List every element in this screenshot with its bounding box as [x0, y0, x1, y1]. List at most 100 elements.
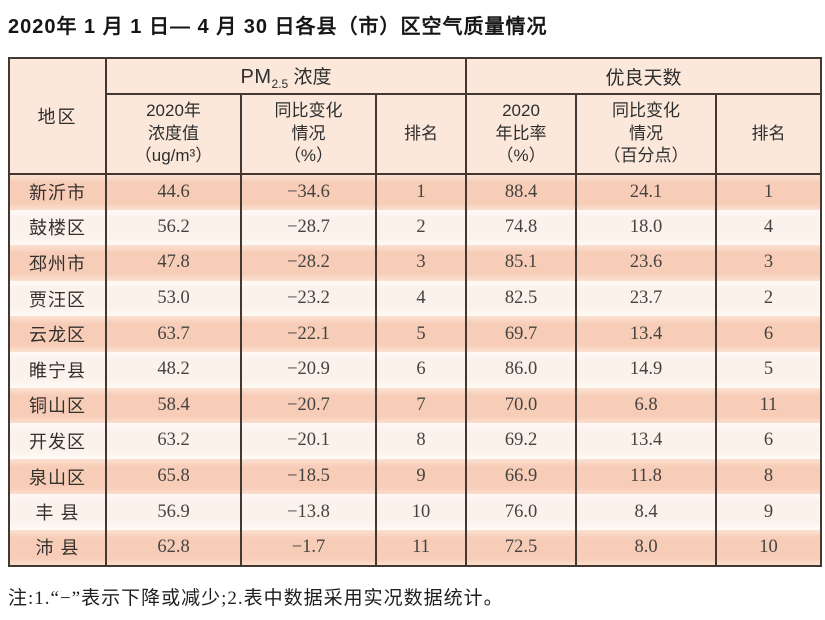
cell-pm-rank: 7 [374, 387, 468, 424]
table-row: 邳州市 47.8 −28.2 3 85.1 23.6 3 [8, 245, 823, 281]
header-line: 2020年 [146, 101, 201, 121]
cell-days-ratio: 76.0 [465, 494, 578, 530]
cell-pm-rank: 6 [374, 351, 468, 388]
cell-days-ratio: 86.0 [465, 351, 578, 388]
cell-pm-value: 63.7 [105, 316, 242, 352]
table-row: 铜山区 58.4 −20.7 7 70.0 6.8 11 [8, 387, 823, 424]
header-line: 同比变化 [612, 101, 681, 121]
table-body: 新沂市 44.6 −34.6 1 88.4 24.1 1 鼓楼区 56.2 −2… [8, 174, 823, 566]
header-line: 排名 [751, 123, 786, 143]
header-line: 排名 [404, 123, 438, 143]
cell-days-rank: 8 [715, 458, 823, 495]
table-header: 地区 PM2.5 浓度 优良天数 2020年 浓度值 （ug/m³） 同比变化 … [8, 58, 823, 175]
air-quality-table: 地区 PM2.5 浓度 优良天数 2020年 浓度值 （ug/m³） 同比变化 … [8, 57, 823, 567]
header-sub-row: 2020年 浓度值 （ug/m³） 同比变化 情况 （%） 排名 2020 年比… [9, 94, 823, 175]
cell-days-rank: 10 [715, 529, 823, 566]
cell-pm-change: −1.7 [240, 529, 377, 566]
header-pm-group: PM2.5 浓度 [104, 58, 468, 95]
cell-pm-change: −23.2 [240, 280, 377, 317]
cell-pm-change: −13.8 [240, 494, 377, 530]
header-line: （%） [496, 146, 546, 166]
table-row: 丰 县 56.9 −13.8 10 76.0 8.4 9 [8, 494, 823, 530]
cell-pm-rank: 1 [374, 174, 468, 210]
cell-days-ratio: 66.9 [465, 458, 578, 495]
cell-pm-rank: 2 [374, 209, 468, 246]
cell-pm-value: 44.6 [105, 174, 242, 210]
cell-region: 鼓楼区 [8, 209, 107, 246]
header-line: 2020 [502, 101, 540, 121]
table-row: 贾汪区 53.0 −23.2 4 82.5 23.7 2 [8, 280, 823, 317]
header-good-days-group: 优良天数 [465, 58, 823, 95]
table-row: 开发区 63.2 −20.1 8 69.2 13.4 6 [8, 423, 823, 459]
cell-pm-value: 56.9 [105, 494, 242, 530]
cell-region: 睢宁县 [8, 351, 107, 388]
cell-pm-value: 63.2 [105, 423, 242, 459]
cell-pm-change: −28.2 [240, 245, 377, 281]
cell-days-ratio: 82.5 [465, 280, 578, 317]
cell-pm-change: −20.1 [240, 423, 377, 459]
cell-days-rank: 4 [715, 209, 823, 246]
header-days-rank: 排名 [715, 94, 823, 175]
pm-label: PM [240, 65, 272, 88]
header-line: 同比变化 [274, 101, 343, 121]
header-group-row: 地区 PM2.5 浓度 优良天数 [8, 58, 823, 175]
cell-pm-value: 47.8 [105, 245, 242, 281]
cell-days-change: 14.9 [575, 351, 718, 388]
header-line: 浓度值 [148, 123, 199, 143]
cell-days-rank: 5 [715, 351, 823, 388]
cell-days-ratio: 88.4 [465, 174, 578, 210]
header-days-ratio: 2020 年比率 （%） [465, 94, 578, 175]
cell-days-change: 24.1 [575, 174, 718, 210]
cell-days-change: 6.8 [575, 387, 718, 424]
cell-pm-change: −18.5 [240, 458, 377, 495]
cell-region: 开发区 [8, 423, 107, 459]
table-row: 沛 县 62.8 −1.7 11 72.5 8.0 10 [8, 529, 823, 566]
header-pm-rank: 排名 [374, 94, 468, 175]
pm-subscript: 2.5 [271, 76, 289, 91]
cell-pm-rank: 10 [374, 494, 468, 530]
cell-days-rank: 6 [715, 423, 823, 459]
table-row: 泉山区 65.8 −18.5 9 66.9 11.8 8 [8, 458, 823, 495]
cell-days-rank: 11 [715, 387, 823, 424]
cell-pm-rank: 5 [374, 316, 468, 352]
cell-pm-change: −28.7 [240, 209, 377, 246]
cell-pm-rank: 11 [374, 529, 468, 566]
cell-days-ratio: 74.8 [465, 209, 578, 246]
cell-region: 贾汪区 [8, 280, 107, 317]
pm-suffix: 浓度 [288, 66, 332, 88]
cell-days-rank: 2 [715, 280, 823, 317]
cell-days-ratio: 85.1 [465, 245, 578, 281]
cell-pm-change: −20.9 [240, 351, 377, 388]
header-line: （%） [283, 146, 334, 166]
cell-pm-value: 53.0 [105, 280, 242, 317]
footer-note: 注:1.“−”表示下降或减少;2.表中数据采用实况数据统计。 [8, 587, 504, 609]
cell-pm-value: 58.4 [105, 387, 242, 424]
cell-pm-rank: 3 [374, 245, 468, 281]
cell-days-rank: 3 [715, 245, 823, 281]
header-line: （ug/m³） [134, 146, 213, 166]
header-line: 年比率 [495, 123, 547, 143]
page-title: 2020年 1 月 1 日— 4 月 30 日各县（市）区空气质量情况 [8, 16, 548, 38]
cell-pm-change: −20.7 [240, 387, 377, 424]
cell-days-change: 8.4 [575, 494, 718, 530]
header-pm-value: 2020年 浓度值 （ug/m³） [105, 94, 242, 175]
header-days-change: 同比变化 情况 （百分点） [575, 94, 718, 175]
cell-days-ratio: 69.7 [465, 316, 578, 352]
header-line: 情况 [291, 123, 326, 143]
cell-pm-value: 62.8 [105, 529, 242, 566]
cell-pm-rank: 4 [374, 280, 468, 317]
cell-days-change: 18.0 [575, 209, 718, 246]
cell-region: 铜山区 [8, 387, 107, 424]
cell-region: 新沂市 [8, 174, 107, 210]
cell-days-ratio: 69.2 [465, 423, 578, 459]
header-line: 情况 [629, 123, 664, 143]
cell-region: 丰 县 [8, 494, 107, 530]
cell-days-change: 13.4 [575, 316, 718, 352]
cell-days-ratio: 70.0 [465, 387, 578, 424]
cell-days-rank: 1 [715, 174, 823, 210]
cell-days-change: 11.8 [575, 458, 718, 495]
cell-pm-change: −34.6 [240, 174, 377, 210]
cell-days-change: 23.6 [575, 245, 718, 281]
table-row: 睢宁县 48.2 −20.9 6 86.0 14.9 5 [8, 351, 823, 388]
